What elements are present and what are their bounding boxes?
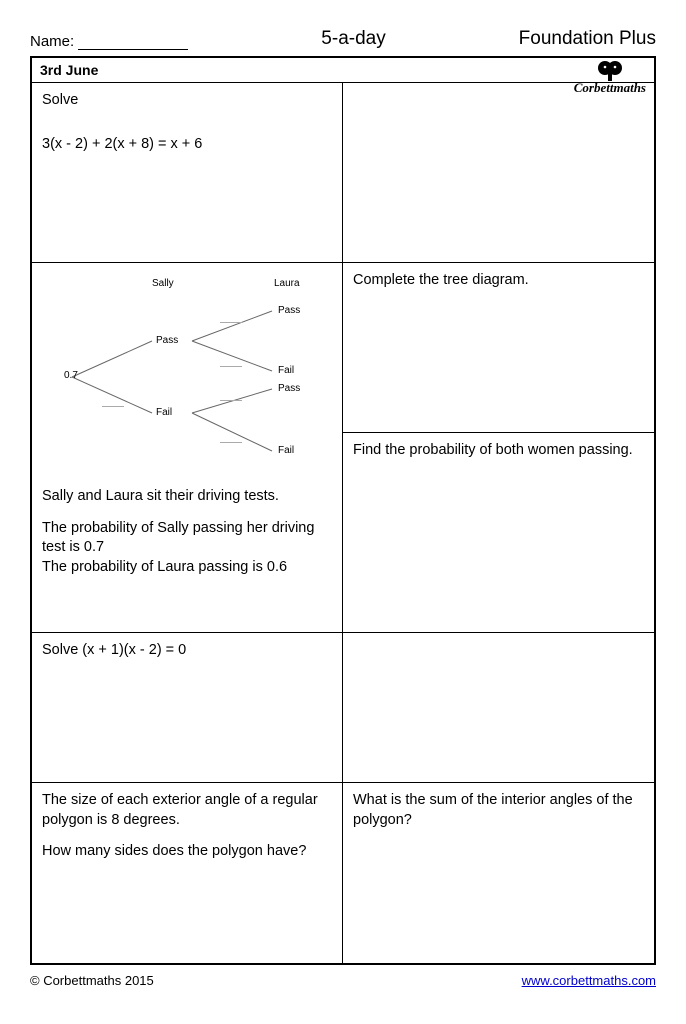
q4-left[interactable]: The size of each exterior angle of a reg… xyxy=(32,783,343,963)
q2-text-2: The probability of Sally passing her dri… xyxy=(42,519,332,558)
tree-b2a-fail: Fail xyxy=(278,364,294,378)
q2-left: Sally Laura 0.7 Pass Fail Pass Fail Pass… xyxy=(32,263,343,632)
question-row-3: Solve (x + 1)(x - 2) = 0 xyxy=(32,633,654,783)
name-field: Name: xyxy=(30,33,188,50)
footer: © Corbettmaths 2015 www.corbettmaths.com xyxy=(30,973,656,988)
question-row-4: The size of each exterior angle of a reg… xyxy=(32,783,654,963)
date-row: 3rd June Corbettmaths xyxy=(32,58,654,83)
header-row: Name: 5-a-day Foundation Plus xyxy=(30,28,656,50)
worksheet-title: 5-a-day xyxy=(321,28,385,50)
tree-header-2: Laura xyxy=(274,277,300,291)
q1-equation: 3(x - 2) + 2(x + 8) = x + 6 xyxy=(42,135,332,155)
q4-right-text: What is the sum of the interior angles o… xyxy=(353,792,633,828)
tree-b2b-pass: Pass xyxy=(278,382,300,396)
tree-b1-fail: Fail xyxy=(156,406,172,420)
tree-blank-2[interactable] xyxy=(220,359,242,367)
question-row-2: Sally Laura 0.7 Pass Fail Pass Fail Pass… xyxy=(32,263,654,633)
q2-right: Complete the tree diagram. Find the prob… xyxy=(343,263,654,632)
tree-blank-3[interactable] xyxy=(220,393,242,401)
q4-right[interactable]: What is the sum of the interior angles o… xyxy=(343,783,654,963)
question-row-1: Solve 3(x - 2) + 2(x + 8) = x + 6 xyxy=(32,83,654,263)
tree-diagram: Sally Laura 0.7 Pass Fail Pass Fail Pass… xyxy=(42,271,332,471)
q3-left: Solve (x + 1)(x - 2) = 0 xyxy=(32,633,343,782)
name-label: Name: xyxy=(30,33,74,50)
brand-logo: Corbettmaths xyxy=(574,60,646,96)
q2-right-a[interactable]: Complete the tree diagram. xyxy=(343,263,654,433)
q3-text: Solve (x + 1)(x - 2) = 0 xyxy=(42,642,186,658)
q2-text-1: Sally and Laura sit their driving tests. xyxy=(42,487,332,507)
q4-left-1: The size of each exterior angle of a reg… xyxy=(42,791,332,830)
worksheet-frame: 3rd June Corbettmaths Solve 3(x - 2) + 2… xyxy=(30,56,656,965)
date-text: 3rd June xyxy=(40,62,98,78)
q1-right[interactable] xyxy=(343,83,654,262)
q2-right-b[interactable]: Find the probability of both women passi… xyxy=(343,433,654,632)
tree-b1-pass: Pass xyxy=(156,334,178,348)
brand-text: Corbettmaths xyxy=(574,80,646,95)
tree-lines xyxy=(42,271,342,471)
name-blank-line[interactable] xyxy=(78,49,188,50)
footer-link[interactable]: www.corbettmaths.com xyxy=(522,973,656,988)
q2-text-3: The probability of Laura passing is 0.6 xyxy=(42,558,332,578)
q2-right-a-text: Complete the tree diagram. xyxy=(353,272,529,288)
copyright-text: © Corbettmaths 2015 xyxy=(30,973,154,988)
q3-right[interactable] xyxy=(343,633,654,782)
tree-root-prob: 0.7 xyxy=(64,369,78,383)
logo-icon xyxy=(596,60,624,82)
tree-blank-4[interactable] xyxy=(220,435,242,443)
tree-blank-1[interactable] xyxy=(220,315,242,323)
q2-right-b-text: Find the probability of both women passi… xyxy=(353,442,633,458)
q1-instruction: Solve xyxy=(42,91,332,111)
tree-b2b-fail: Fail xyxy=(278,444,294,458)
tree-header-1: Sally xyxy=(152,277,174,291)
tree-blank-5[interactable] xyxy=(102,399,124,407)
q1-left: Solve 3(x - 2) + 2(x + 8) = x + 6 xyxy=(32,83,343,262)
tree-b2a-pass: Pass xyxy=(278,304,300,318)
level-label: Foundation Plus xyxy=(519,28,656,50)
q4-left-2: How many sides does the polygon have? xyxy=(42,842,332,862)
